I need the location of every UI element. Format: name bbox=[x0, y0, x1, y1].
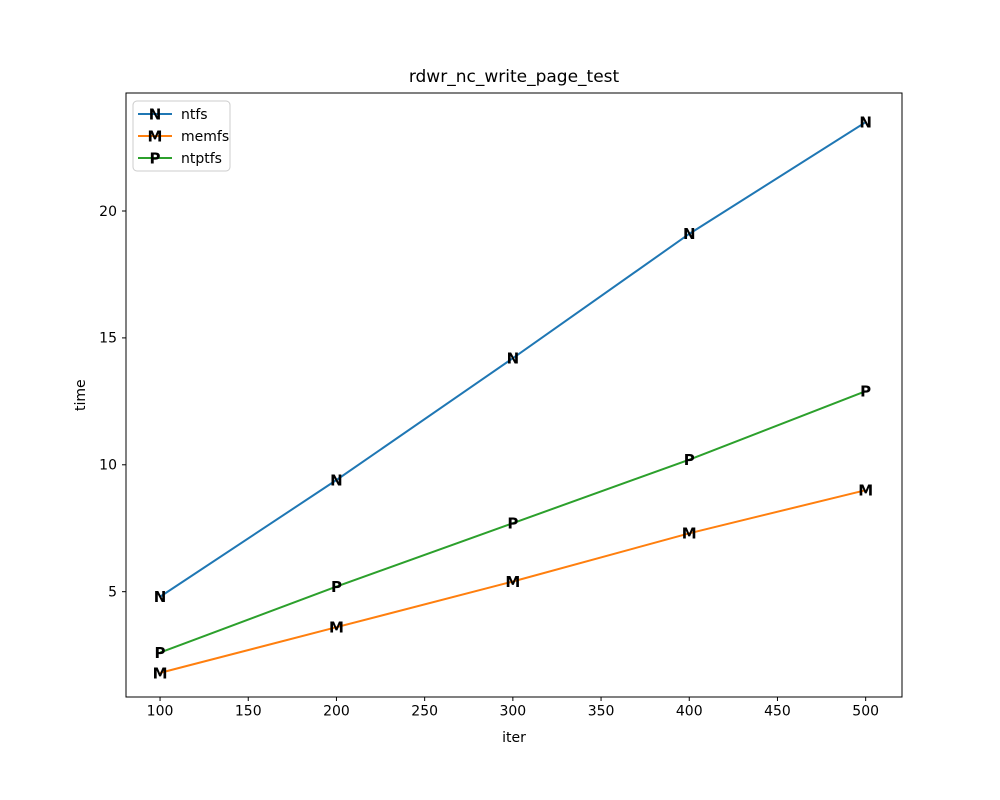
series-marker-ntptfs: P bbox=[331, 578, 342, 596]
series-marker-memfs: M bbox=[858, 482, 873, 500]
series-marker-ntfs: N bbox=[507, 350, 520, 368]
y-tick-label: 20 bbox=[99, 204, 117, 220]
legend-label: memfs bbox=[181, 129, 229, 145]
series-marker-ntptfs: P bbox=[860, 383, 871, 401]
series-marker-memfs: M bbox=[505, 573, 520, 591]
series-line-memfs bbox=[159, 489, 866, 674]
series-marker-ntptfs: P bbox=[507, 515, 518, 533]
y-tick-label: 15 bbox=[99, 331, 117, 347]
series-marker-ntfs: N bbox=[330, 471, 343, 489]
y-axis-label: time bbox=[73, 379, 89, 411]
legend-label: ntfs bbox=[181, 107, 208, 123]
x-tick-label: 350 bbox=[588, 704, 615, 720]
series-line-ntptfs bbox=[159, 390, 867, 654]
series-marker-ntptfs: P bbox=[155, 644, 166, 662]
x-tick-label: 200 bbox=[323, 704, 350, 720]
x-axis-label: iter bbox=[502, 730, 526, 746]
series-marker-memfs: M bbox=[682, 525, 697, 543]
legend-label: ntptfs bbox=[181, 151, 222, 167]
x-tick-label: 250 bbox=[411, 704, 438, 720]
legend-marker-icon: N bbox=[149, 105, 162, 123]
x-tick-label: 500 bbox=[852, 704, 879, 720]
series-marker-ntfs: N bbox=[683, 225, 696, 243]
y-tick-label: 5 bbox=[108, 584, 117, 600]
series-marker-ntfs: N bbox=[154, 588, 167, 606]
legend-marker-icon: M bbox=[148, 127, 163, 145]
series-marker-ntptfs: P bbox=[684, 451, 695, 469]
x-tick-label: 300 bbox=[499, 704, 526, 720]
y-tick-label: 10 bbox=[99, 458, 117, 474]
chart-title: rdwr_nc_write_page_test bbox=[408, 67, 620, 87]
x-tick-label: 150 bbox=[235, 704, 262, 720]
series-marker-memfs: M bbox=[153, 664, 168, 682]
legend-frame bbox=[132, 100, 231, 172]
x-tick-label: 100 bbox=[147, 704, 174, 720]
series-marker-memfs: M bbox=[329, 619, 344, 637]
x-tick-label: 450 bbox=[764, 704, 791, 720]
x-tick-label: 400 bbox=[676, 704, 703, 720]
legend-marker-icon: P bbox=[150, 149, 161, 167]
series-marker-ntfs: N bbox=[859, 114, 872, 132]
series-line-ntfs bbox=[159, 121, 867, 598]
plot-border bbox=[125, 92, 903, 698]
